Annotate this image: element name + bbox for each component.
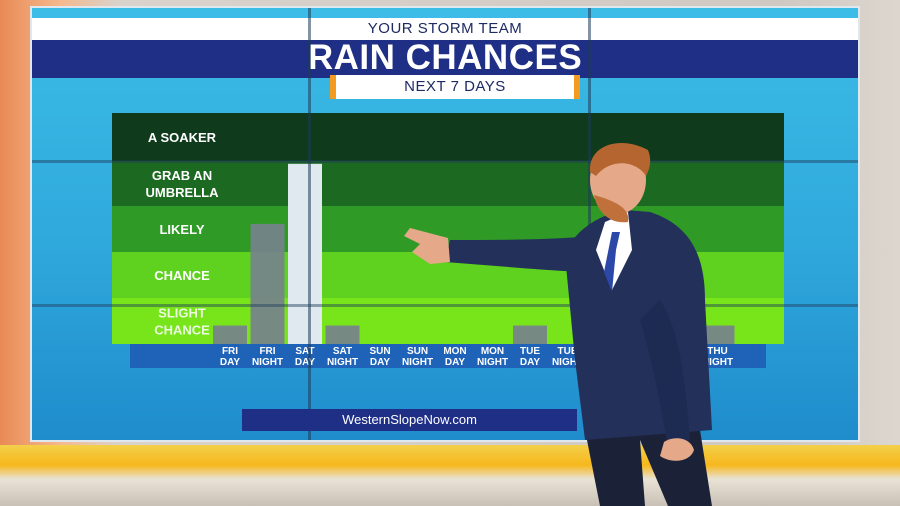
x-tick-label: THU xyxy=(707,346,728,357)
storm-team-label: YOUR STORM TEAM xyxy=(32,18,858,40)
x-tick-label: DAY xyxy=(670,357,691,368)
x-tick-label: DAY xyxy=(295,357,316,368)
chart-bar xyxy=(288,163,322,344)
video-wall: YOUR STORM TEAM RAIN CHANCES NEXT 7 DAYS… xyxy=(30,6,860,442)
x-tick-label: DAY xyxy=(220,357,241,368)
x-tick-label: DAY xyxy=(520,357,541,368)
x-tick-label: MON xyxy=(443,346,466,357)
x-tick-label: DAY xyxy=(445,357,466,368)
x-tick-label: DAY xyxy=(370,357,391,368)
x-tick-label: FRI xyxy=(222,346,238,357)
x-tick-label: NIGHT xyxy=(252,357,283,368)
subtitle-badge: NEXT 7 DAYS xyxy=(330,75,580,99)
level-label: CHANCE xyxy=(154,323,210,338)
level-band xyxy=(112,113,784,161)
x-tick-label: MON xyxy=(481,346,504,357)
screen-seam xyxy=(588,8,591,440)
title-bar xyxy=(32,40,858,78)
x-tick-label: U xyxy=(676,346,683,357)
x-tick-label: SUN xyxy=(407,346,428,357)
x-tick-label: TUE xyxy=(520,346,540,357)
level-label: A SOAKER xyxy=(148,130,217,145)
rain-chance-chart: A SOAKER GRAB AN UMBRELLA LIKELY CHANCE SLIGH… xyxy=(112,113,784,368)
x-tick-label: NIGHT xyxy=(402,357,433,368)
x-tick-label: TUE xyxy=(558,346,578,357)
level-label: SLIGHT xyxy=(158,306,206,321)
chart-bar xyxy=(250,223,285,344)
level-label: UMBRELLA xyxy=(146,185,220,200)
x-tick-label: NIGHT xyxy=(477,357,508,368)
x-tick-label: SAT xyxy=(295,346,314,357)
level-label: CHANCE xyxy=(154,268,210,283)
chart-bar xyxy=(663,325,697,344)
x-tick-label: NIGHT xyxy=(552,357,583,368)
x-tick-label: FRI xyxy=(259,346,275,357)
screen-seam xyxy=(308,8,311,440)
screen-seam xyxy=(32,304,858,307)
x-tick-label: NIGHT xyxy=(702,357,733,368)
level-label: LIKELY xyxy=(159,222,204,237)
chart-bar xyxy=(700,325,735,344)
website-footer: WesternSlopeNow.com xyxy=(242,409,577,431)
screen-seam xyxy=(32,160,858,163)
chart-bar xyxy=(513,325,547,344)
level-band xyxy=(112,206,784,252)
level-band xyxy=(112,161,784,206)
page-title: RAIN CHANCES xyxy=(307,38,583,77)
studio-desk xyxy=(0,445,900,506)
x-tick-label: SAT xyxy=(333,346,352,357)
chart-bar xyxy=(213,325,247,344)
level-band xyxy=(112,252,784,298)
x-tick-label: NIGHT xyxy=(327,357,358,368)
level-label: GRAB AN xyxy=(152,168,212,183)
x-tick-label: SUN xyxy=(369,346,390,357)
chart-bar xyxy=(325,325,360,344)
